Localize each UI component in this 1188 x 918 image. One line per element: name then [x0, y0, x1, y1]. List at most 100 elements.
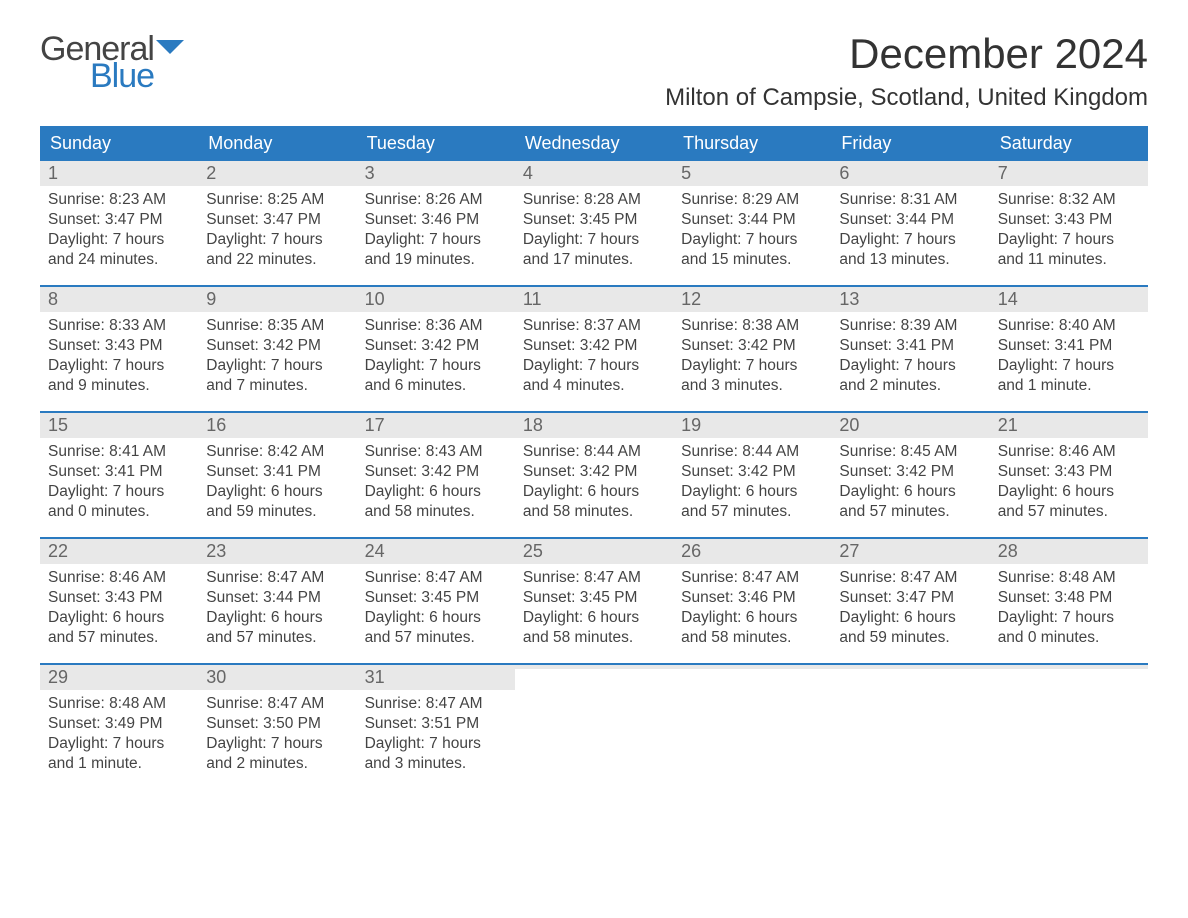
daylight-label: Daylight: 6 hours	[523, 608, 665, 628]
day-details: Sunrise: 8:40 AMSunset: 3:41 PMDaylight:…	[990, 312, 1148, 407]
day-number: 24	[365, 541, 385, 561]
sunrise-label: Sunrise: 8:47 AM	[839, 568, 981, 588]
sunrise-label: Sunrise: 8:23 AM	[48, 190, 190, 210]
dow-wednesday: Wednesday	[515, 126, 673, 161]
calendar-day: 19Sunrise: 8:44 AMSunset: 3:42 PMDayligh…	[673, 413, 831, 537]
day-number-row: 7	[990, 161, 1148, 186]
daylight-label: and 0 minutes.	[998, 628, 1140, 648]
day-number-row: 23	[198, 539, 356, 564]
sunrise-label: Sunrise: 8:46 AM	[998, 442, 1140, 462]
sunset-label: Sunset: 3:46 PM	[365, 210, 507, 230]
daylight-label: Daylight: 7 hours	[365, 356, 507, 376]
calendar: Sunday Monday Tuesday Wednesday Thursday…	[40, 126, 1148, 789]
sunrise-label: Sunrise: 8:47 AM	[681, 568, 823, 588]
sunrise-label: Sunrise: 8:45 AM	[839, 442, 981, 462]
day-details: Sunrise: 8:25 AMSunset: 3:47 PMDaylight:…	[198, 186, 356, 281]
day-details: Sunrise: 8:47 AMSunset: 3:50 PMDaylight:…	[198, 690, 356, 785]
day-number-row: 8	[40, 287, 198, 312]
daylight-label: and 7 minutes.	[206, 376, 348, 396]
day-number-row: 31	[357, 665, 515, 690]
day-number-row: 27	[831, 539, 989, 564]
calendar-day: 26Sunrise: 8:47 AMSunset: 3:46 PMDayligh…	[673, 539, 831, 663]
day-details: Sunrise: 8:39 AMSunset: 3:41 PMDaylight:…	[831, 312, 989, 407]
day-number: 13	[839, 289, 859, 309]
day-number-row: 10	[357, 287, 515, 312]
calendar-day: 1Sunrise: 8:23 AMSunset: 3:47 PMDaylight…	[40, 161, 198, 285]
dow-monday: Monday	[198, 126, 356, 161]
sunrise-label: Sunrise: 8:47 AM	[365, 568, 507, 588]
daylight-label: and 57 minutes.	[681, 502, 823, 522]
flag-icon	[156, 40, 184, 60]
day-number-row: 2	[198, 161, 356, 186]
day-number: 25	[523, 541, 543, 561]
day-number: 23	[206, 541, 226, 561]
calendar-day: 11Sunrise: 8:37 AMSunset: 3:42 PMDayligh…	[515, 287, 673, 411]
sunrise-label: Sunrise: 8:47 AM	[523, 568, 665, 588]
dow-sunday: Sunday	[40, 126, 198, 161]
header: General Blue December 2024 Milton of Cam…	[40, 30, 1148, 112]
day-number: 16	[206, 415, 226, 435]
day-number: 2	[206, 163, 216, 183]
day-details: Sunrise: 8:31 AMSunset: 3:44 PMDaylight:…	[831, 186, 989, 281]
calendar-day: 7Sunrise: 8:32 AMSunset: 3:43 PMDaylight…	[990, 161, 1148, 285]
day-details: Sunrise: 8:26 AMSunset: 3:46 PMDaylight:…	[357, 186, 515, 281]
sunrise-label: Sunrise: 8:47 AM	[206, 694, 348, 714]
sunrise-label: Sunrise: 8:48 AM	[48, 694, 190, 714]
daylight-label: and 57 minutes.	[998, 502, 1140, 522]
day-number-row: 26	[673, 539, 831, 564]
calendar-day: 14Sunrise: 8:40 AMSunset: 3:41 PMDayligh…	[990, 287, 1148, 411]
dow-saturday: Saturday	[990, 126, 1148, 161]
sunrise-label: Sunrise: 8:40 AM	[998, 316, 1140, 336]
daylight-label: and 22 minutes.	[206, 250, 348, 270]
sunset-label: Sunset: 3:42 PM	[523, 336, 665, 356]
sunrise-label: Sunrise: 8:36 AM	[365, 316, 507, 336]
daylight-label: and 11 minutes.	[998, 250, 1140, 270]
sunset-label: Sunset: 3:48 PM	[998, 588, 1140, 608]
day-details: Sunrise: 8:47 AMSunset: 3:45 PMDaylight:…	[357, 564, 515, 659]
calendar-day: 17Sunrise: 8:43 AMSunset: 3:42 PMDayligh…	[357, 413, 515, 537]
calendar-day: 16Sunrise: 8:42 AMSunset: 3:41 PMDayligh…	[198, 413, 356, 537]
daylight-label: Daylight: 6 hours	[206, 482, 348, 502]
day-number-row: 4	[515, 161, 673, 186]
daylight-label: and 58 minutes.	[365, 502, 507, 522]
day-details: Sunrise: 8:41 AMSunset: 3:41 PMDaylight:…	[40, 438, 198, 533]
calendar-day	[673, 665, 831, 789]
calendar-day: 6Sunrise: 8:31 AMSunset: 3:44 PMDaylight…	[831, 161, 989, 285]
sunset-label: Sunset: 3:47 PM	[48, 210, 190, 230]
calendar-day: 18Sunrise: 8:44 AMSunset: 3:42 PMDayligh…	[515, 413, 673, 537]
daylight-label: and 19 minutes.	[365, 250, 507, 270]
daylight-label: Daylight: 7 hours	[48, 734, 190, 754]
daylight-label: and 9 minutes.	[48, 376, 190, 396]
day-details: Sunrise: 8:46 AMSunset: 3:43 PMDaylight:…	[990, 438, 1148, 533]
sunset-label: Sunset: 3:44 PM	[206, 588, 348, 608]
daylight-label: and 0 minutes.	[48, 502, 190, 522]
calendar-week: 29Sunrise: 8:48 AMSunset: 3:49 PMDayligh…	[40, 663, 1148, 789]
day-details: Sunrise: 8:47 AMSunset: 3:46 PMDaylight:…	[673, 564, 831, 659]
day-number-row: 5	[673, 161, 831, 186]
day-number: 17	[365, 415, 385, 435]
day-number-row: 15	[40, 413, 198, 438]
daylight-label: Daylight: 7 hours	[681, 356, 823, 376]
day-number-row	[831, 665, 989, 669]
day-details: Sunrise: 8:48 AMSunset: 3:49 PMDaylight:…	[40, 690, 198, 785]
daylight-label: and 59 minutes.	[206, 502, 348, 522]
day-number: 22	[48, 541, 68, 561]
calendar-day: 31Sunrise: 8:47 AMSunset: 3:51 PMDayligh…	[357, 665, 515, 789]
sunset-label: Sunset: 3:46 PM	[681, 588, 823, 608]
daylight-label: and 24 minutes.	[48, 250, 190, 270]
daylight-label: Daylight: 7 hours	[681, 230, 823, 250]
daylight-label: and 6 minutes.	[365, 376, 507, 396]
day-number-row: 16	[198, 413, 356, 438]
daylight-label: and 4 minutes.	[523, 376, 665, 396]
sunset-label: Sunset: 3:43 PM	[48, 588, 190, 608]
day-details: Sunrise: 8:48 AMSunset: 3:48 PMDaylight:…	[990, 564, 1148, 659]
day-details: Sunrise: 8:35 AMSunset: 3:42 PMDaylight:…	[198, 312, 356, 407]
sunset-label: Sunset: 3:50 PM	[206, 714, 348, 734]
sunrise-label: Sunrise: 8:28 AM	[523, 190, 665, 210]
daylight-label: and 57 minutes.	[839, 502, 981, 522]
daylight-label: Daylight: 6 hours	[48, 608, 190, 628]
daylight-label: Daylight: 6 hours	[681, 482, 823, 502]
sunrise-label: Sunrise: 8:38 AM	[681, 316, 823, 336]
daylight-label: Daylight: 7 hours	[523, 356, 665, 376]
day-number-row: 21	[990, 413, 1148, 438]
